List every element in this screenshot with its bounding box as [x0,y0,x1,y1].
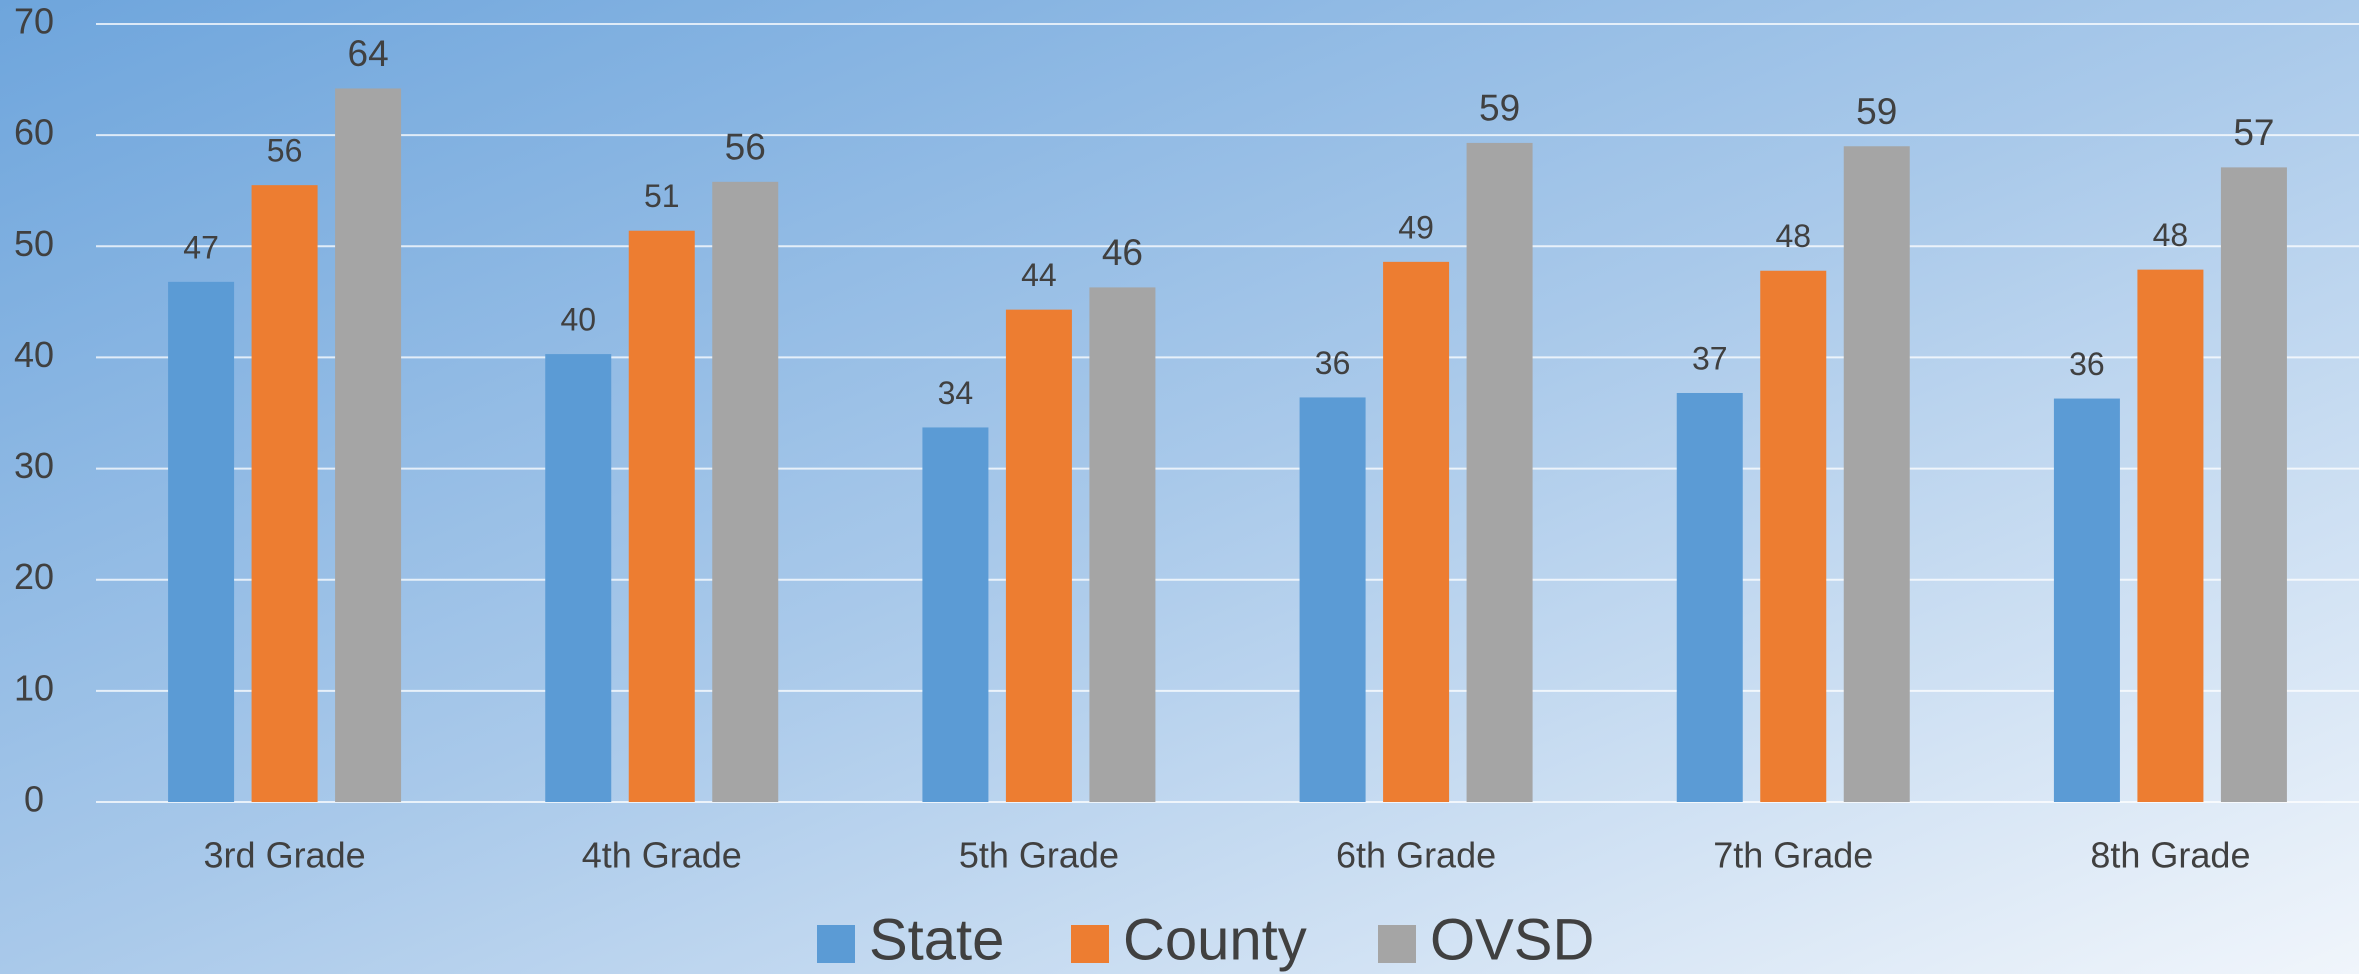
x-tick-label: 3rd Grade [204,835,366,876]
x-tick-label: 8th Grade [2090,835,2250,876]
data-label: 48 [1775,218,1811,254]
bar [712,181,779,802]
data-label: 37 [1692,340,1728,376]
bar [545,354,612,802]
bar [2053,398,2120,802]
data-label: 36 [1315,345,1351,381]
y-tick-label: 40 [14,334,54,375]
data-label: 64 [348,33,389,74]
bar [2220,167,2287,803]
data-label: 34 [938,375,974,411]
bar [922,427,989,802]
y-tick-label: 30 [14,445,54,486]
data-label: 36 [2069,346,2105,382]
data-label: 57 [2233,112,2274,153]
bar [168,281,235,802]
data-label: 59 [1856,91,1897,132]
y-tick-label: 0 [24,779,44,820]
bar [628,230,695,802]
bar [1299,397,1366,802]
bar [1089,287,1156,802]
data-label: 47 [183,229,219,265]
legend-swatch [1378,925,1416,963]
data-label: 48 [2153,217,2189,253]
legend-label: OVSD [1430,907,1594,972]
x-tick-label: 5th Grade [959,835,1119,876]
y-tick-label: 60 [14,112,54,153]
data-label: 51 [644,178,680,214]
bar [1005,309,1072,802]
x-tick-label: 7th Grade [1713,835,1873,876]
data-label: 59 [1479,88,1520,129]
x-tick-label: 6th Grade [1336,835,1496,876]
data-label: 56 [725,127,766,168]
data-label: 40 [560,302,596,338]
bar [1383,261,1450,802]
data-label: 56 [267,133,303,169]
bar [335,88,402,802]
y-tick-label: 20 [14,556,54,597]
bar [1843,146,1910,802]
bar [251,185,318,802]
y-tick-label: 10 [14,667,54,708]
data-label: 46 [1102,232,1143,273]
y-tick-label: 50 [14,223,54,264]
legend-swatch [1071,925,1109,963]
legend-label: County [1123,907,1307,972]
x-tick-label: 4th Grade [582,835,742,876]
legend-swatch [817,925,855,963]
bar [1676,392,1743,802]
bar [2137,269,2204,802]
data-label: 44 [1021,257,1057,293]
data-label: 49 [1398,209,1434,245]
y-tick-label: 70 [14,1,54,42]
bar [1760,270,1827,802]
bar [1466,142,1533,802]
legend-label: State [869,907,1004,972]
